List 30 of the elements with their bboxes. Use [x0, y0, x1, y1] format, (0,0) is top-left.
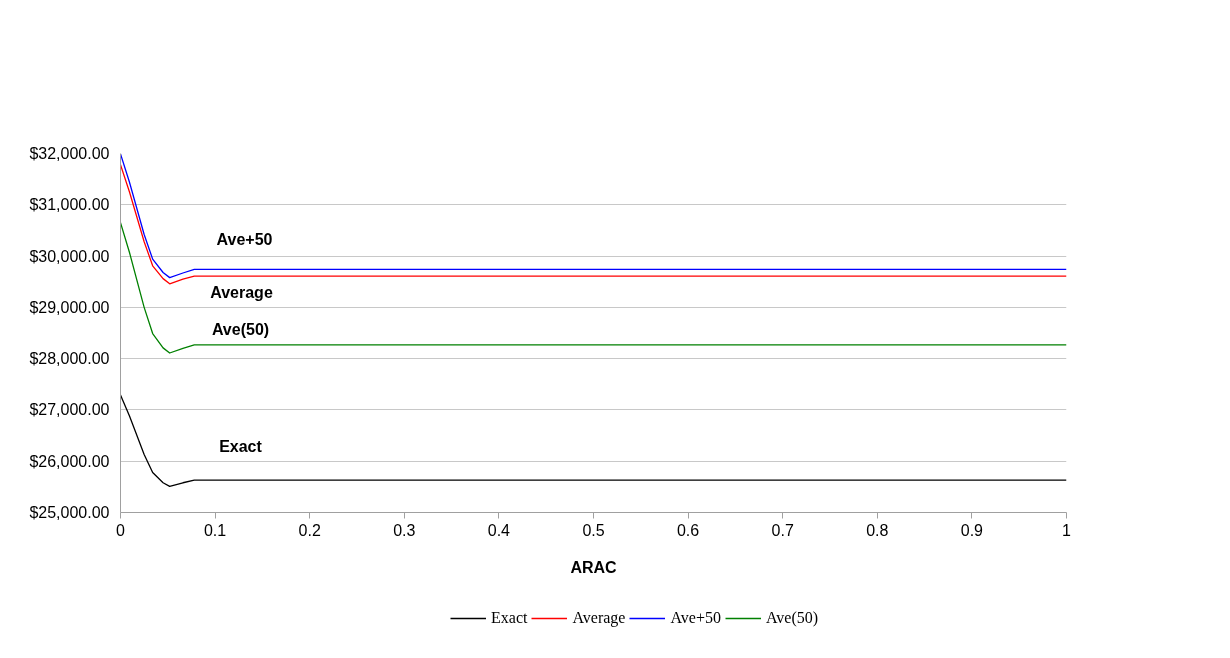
- legend-label: Average: [572, 609, 626, 627]
- x-tick-label: 0.2: [298, 521, 321, 539]
- annotation: Ave+50: [216, 231, 273, 248]
- x-tick-label: 0.1: [203, 521, 227, 539]
- y-tick-label: $28,000.00: [29, 350, 110, 368]
- y-tick-label: $31,000.00: [29, 196, 110, 214]
- y-tick-label: $26,000.00: [29, 452, 110, 470]
- x-tick-label: 0.9: [960, 521, 984, 539]
- x-tick-label: 0.7: [771, 521, 794, 539]
- legend-label: Ave+50: [670, 609, 721, 627]
- annotation: Average: [210, 284, 273, 301]
- y-tick-label: $30,000.00: [29, 247, 110, 265]
- y-tick-label: $32,000.00: [29, 145, 110, 162]
- x-tick-label: 0.3: [393, 521, 416, 539]
- x-tick-label: 0.4: [487, 521, 511, 539]
- annotation: Exact: [219, 438, 263, 455]
- y-tick-label: $29,000.00: [29, 298, 110, 316]
- x-tick-label: 1: [1062, 521, 1072, 539]
- y-tick-label: $27,000.00: [29, 401, 110, 419]
- x-tick-label: 0: [116, 521, 126, 539]
- line-series: [120, 394, 1067, 487]
- annotation: Ave(50): [211, 321, 270, 338]
- x-tick-label: 0.8: [866, 521, 889, 539]
- legend-label: Exact: [491, 609, 528, 627]
- legend-label: Ave(50): [765, 609, 819, 627]
- x-tick-label: 0.5: [582, 521, 605, 539]
- x-tick-label: 0.6: [676, 521, 700, 539]
- line-series: [120, 222, 1067, 354]
- y-tick-label: $25,000.00: [29, 504, 110, 521]
- x-axis-title: ARAC: [570, 558, 618, 576]
